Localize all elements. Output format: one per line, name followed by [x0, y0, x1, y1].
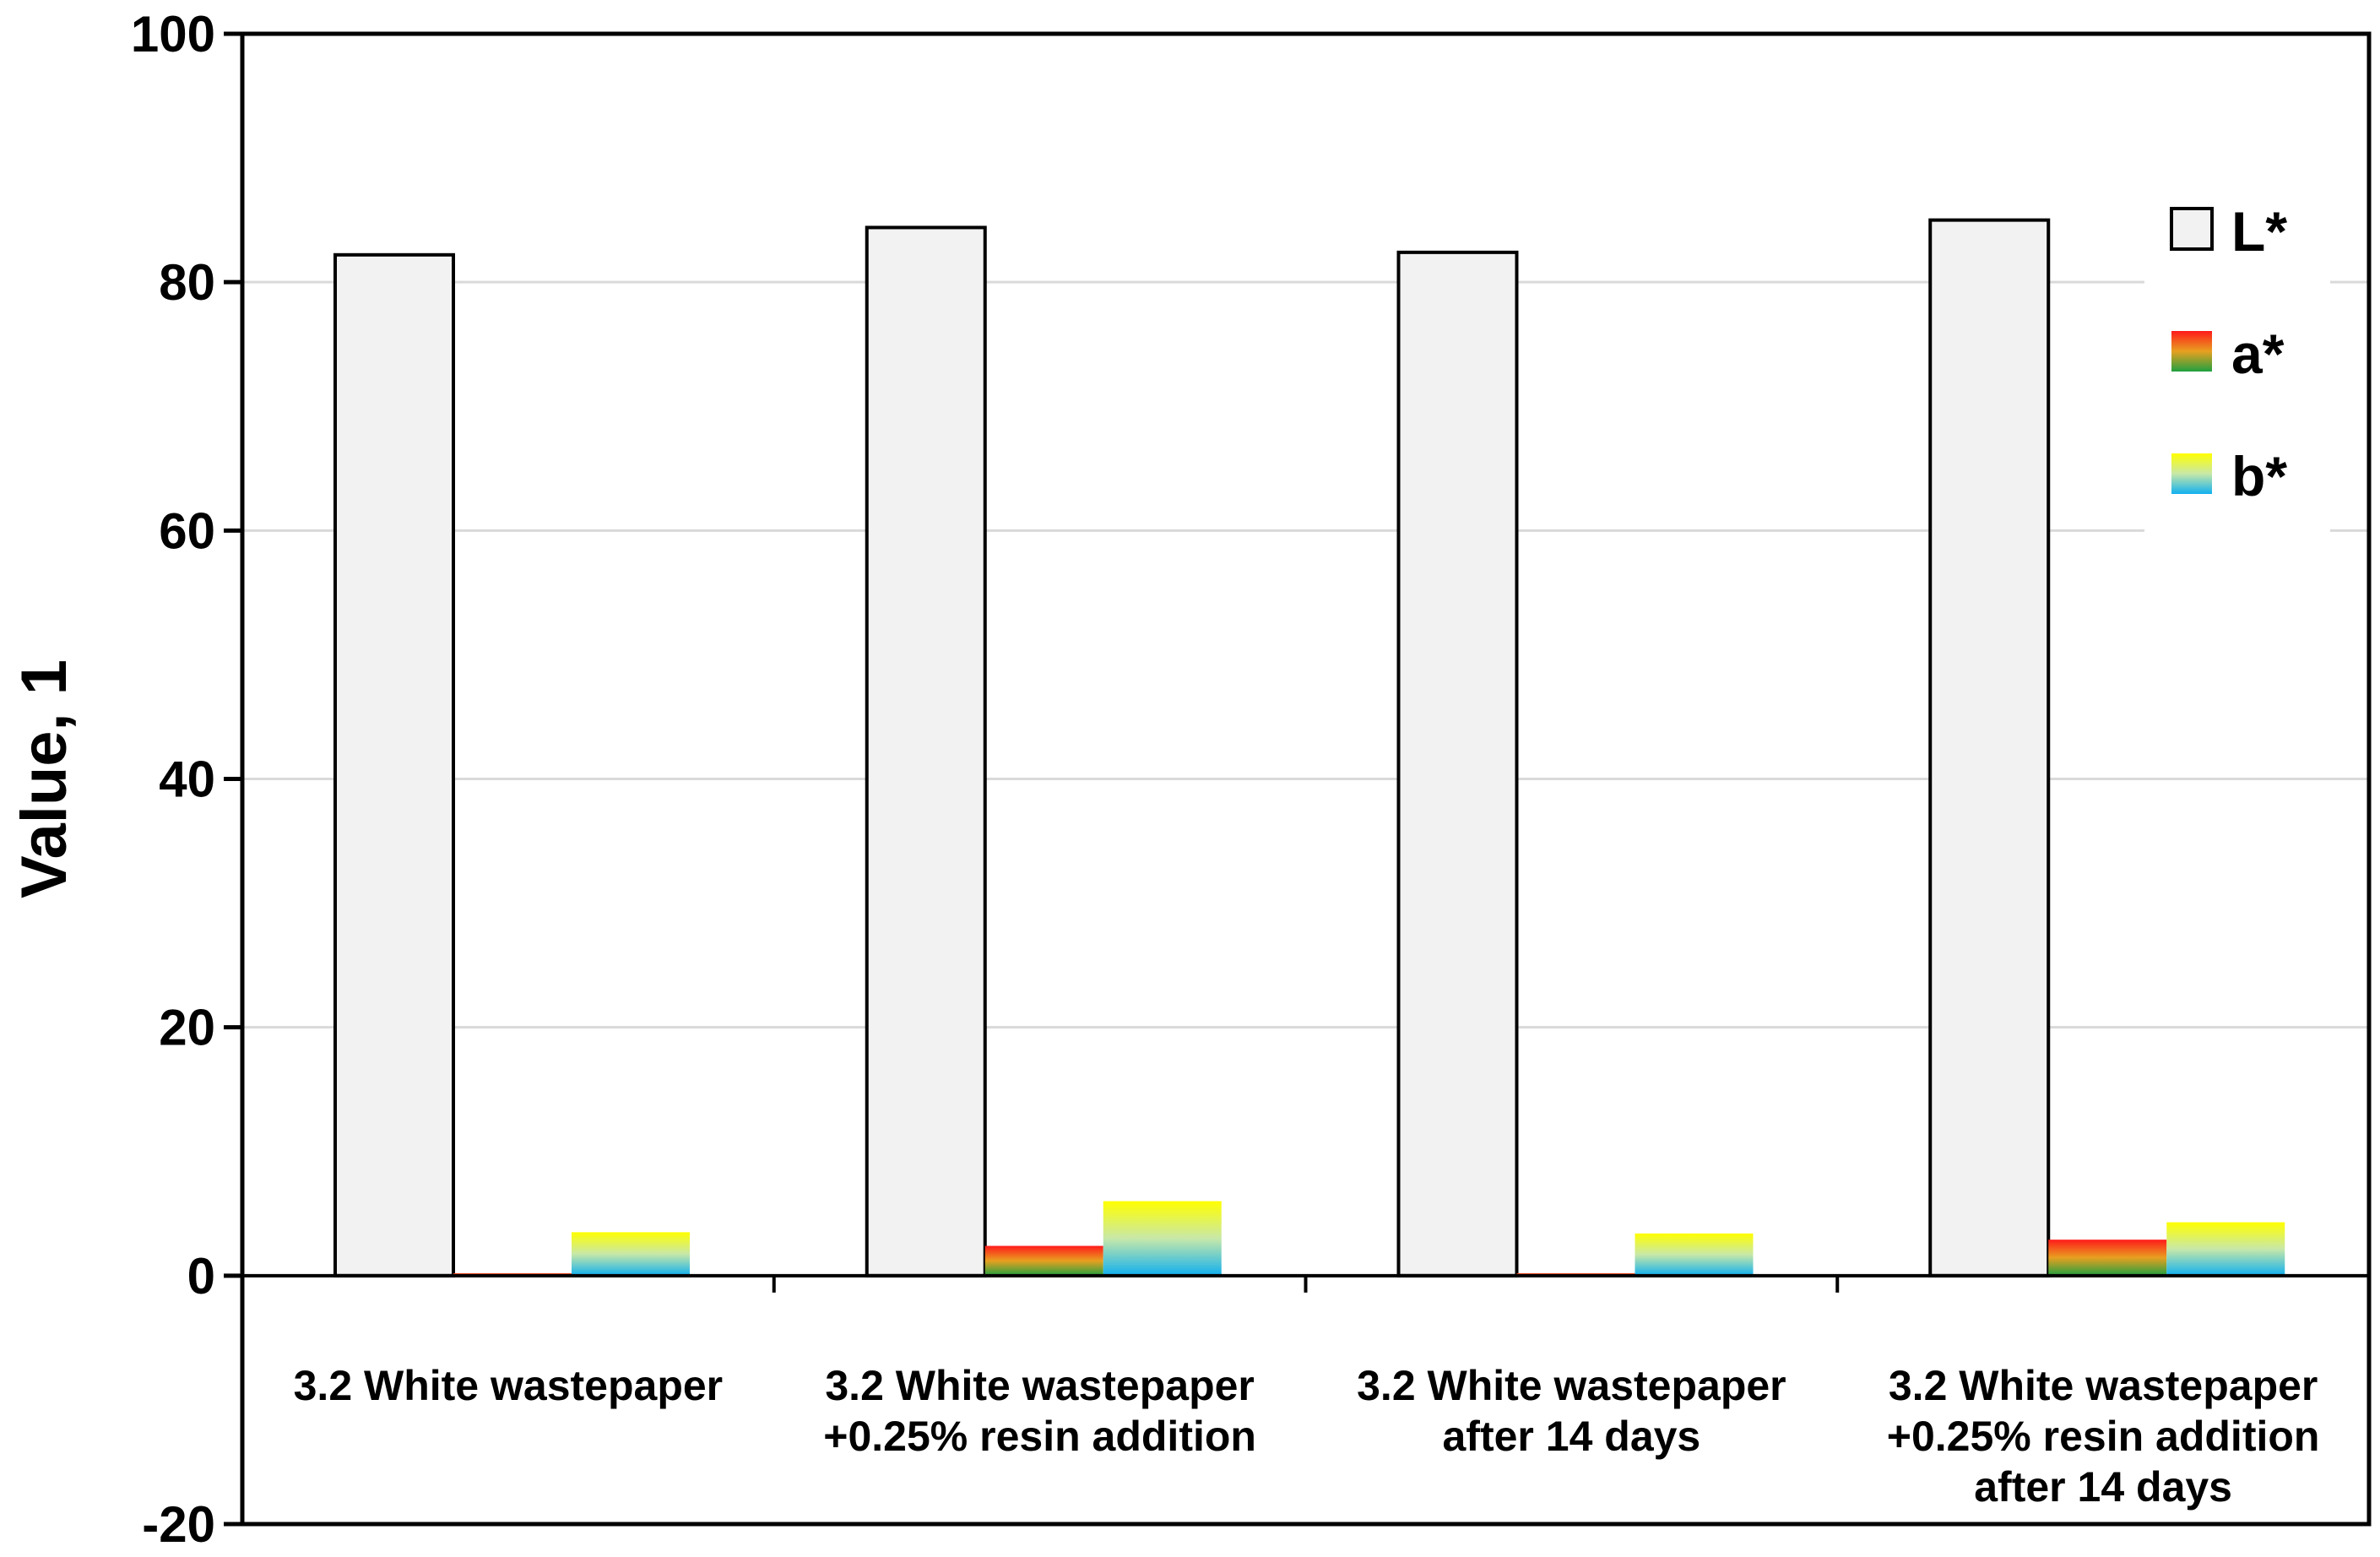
bar-l-star [865, 225, 987, 1278]
legend-swatch [2171, 453, 2212, 494]
category-label: 3.2 White wastepaper [294, 1362, 724, 1409]
legend-swatch [2170, 207, 2214, 251]
category-label: 3.2 White wastepaper [825, 1362, 1255, 1409]
bar-b-star [2166, 1222, 2285, 1276]
y-tick-label: -20 [142, 1496, 215, 1553]
legend: L* a* b* [2144, 182, 2330, 536]
bar-a-star [984, 1245, 1103, 1276]
legend-swatch [2171, 331, 2212, 372]
axes [224, 31, 2372, 1527]
labels: -20 0 20 40 60 80 100 3.2 White wastepaper 3.2 W… [8, 6, 2319, 1553]
legend-label: a* [2231, 323, 2285, 385]
bar-a-star [2048, 1240, 2167, 1276]
category-label: 3.2 White wastepaper [1357, 1362, 1786, 1409]
y-tick-label: 0 [187, 1248, 215, 1305]
legend-label: b* [2231, 445, 2287, 507]
y-axis-title: Value, 1 [8, 659, 80, 898]
y-tick-label: 80 [159, 254, 215, 311]
bar-l-star [1396, 250, 1519, 1278]
category-label: +0.25% resin addition [823, 1413, 1256, 1460]
bars [333, 218, 2285, 1278]
category-label: 3.2 White wastepaper [1889, 1362, 2318, 1409]
bar-l-star [1928, 218, 2051, 1278]
bar-l-star [333, 252, 455, 1278]
category-label: after 14 days [1443, 1413, 1701, 1460]
bar-b-star [572, 1232, 690, 1276]
y-tick-label: 100 [131, 6, 215, 62]
category-label: +0.25% resin addition [1887, 1413, 2320, 1460]
category-label: after 14 days [1974, 1463, 2232, 1511]
bar-b-star [1103, 1201, 1222, 1276]
bar-b-star [1635, 1233, 1754, 1276]
y-tick-label: 60 [159, 502, 215, 559]
y-tick-label: 40 [159, 751, 215, 808]
y-tick-label: 20 [159, 1000, 215, 1056]
legend-label: L* [2231, 200, 2287, 263]
